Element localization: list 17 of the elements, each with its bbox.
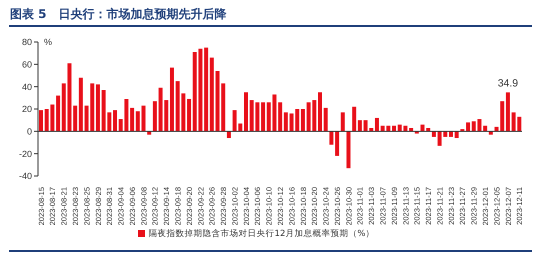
legend-label: 隔夜指数掉期隐含市场对日央行12月加息概率预期（%） [148,229,374,239]
y-axis-title: % [44,37,52,47]
bar [340,112,345,132]
bar [517,116,522,132]
y-tick-label: 60 [22,60,32,70]
bar [352,106,356,132]
y-tick-label: -20 [18,148,32,159]
y-tick-label: 80 [22,37,32,48]
bar [346,131,350,168]
chart-title: 图表 5 日央行：市场加息预期先升后降 [10,6,227,23]
bar [226,131,231,138]
y-tick-label: 40 [22,82,32,92]
data-label: 34.9 [498,77,518,90]
y-tick-label: -40 [18,171,32,182]
bar [232,110,237,132]
y-tick-label: 20 [22,104,32,114]
y-tick-label: 0 [26,126,32,137]
